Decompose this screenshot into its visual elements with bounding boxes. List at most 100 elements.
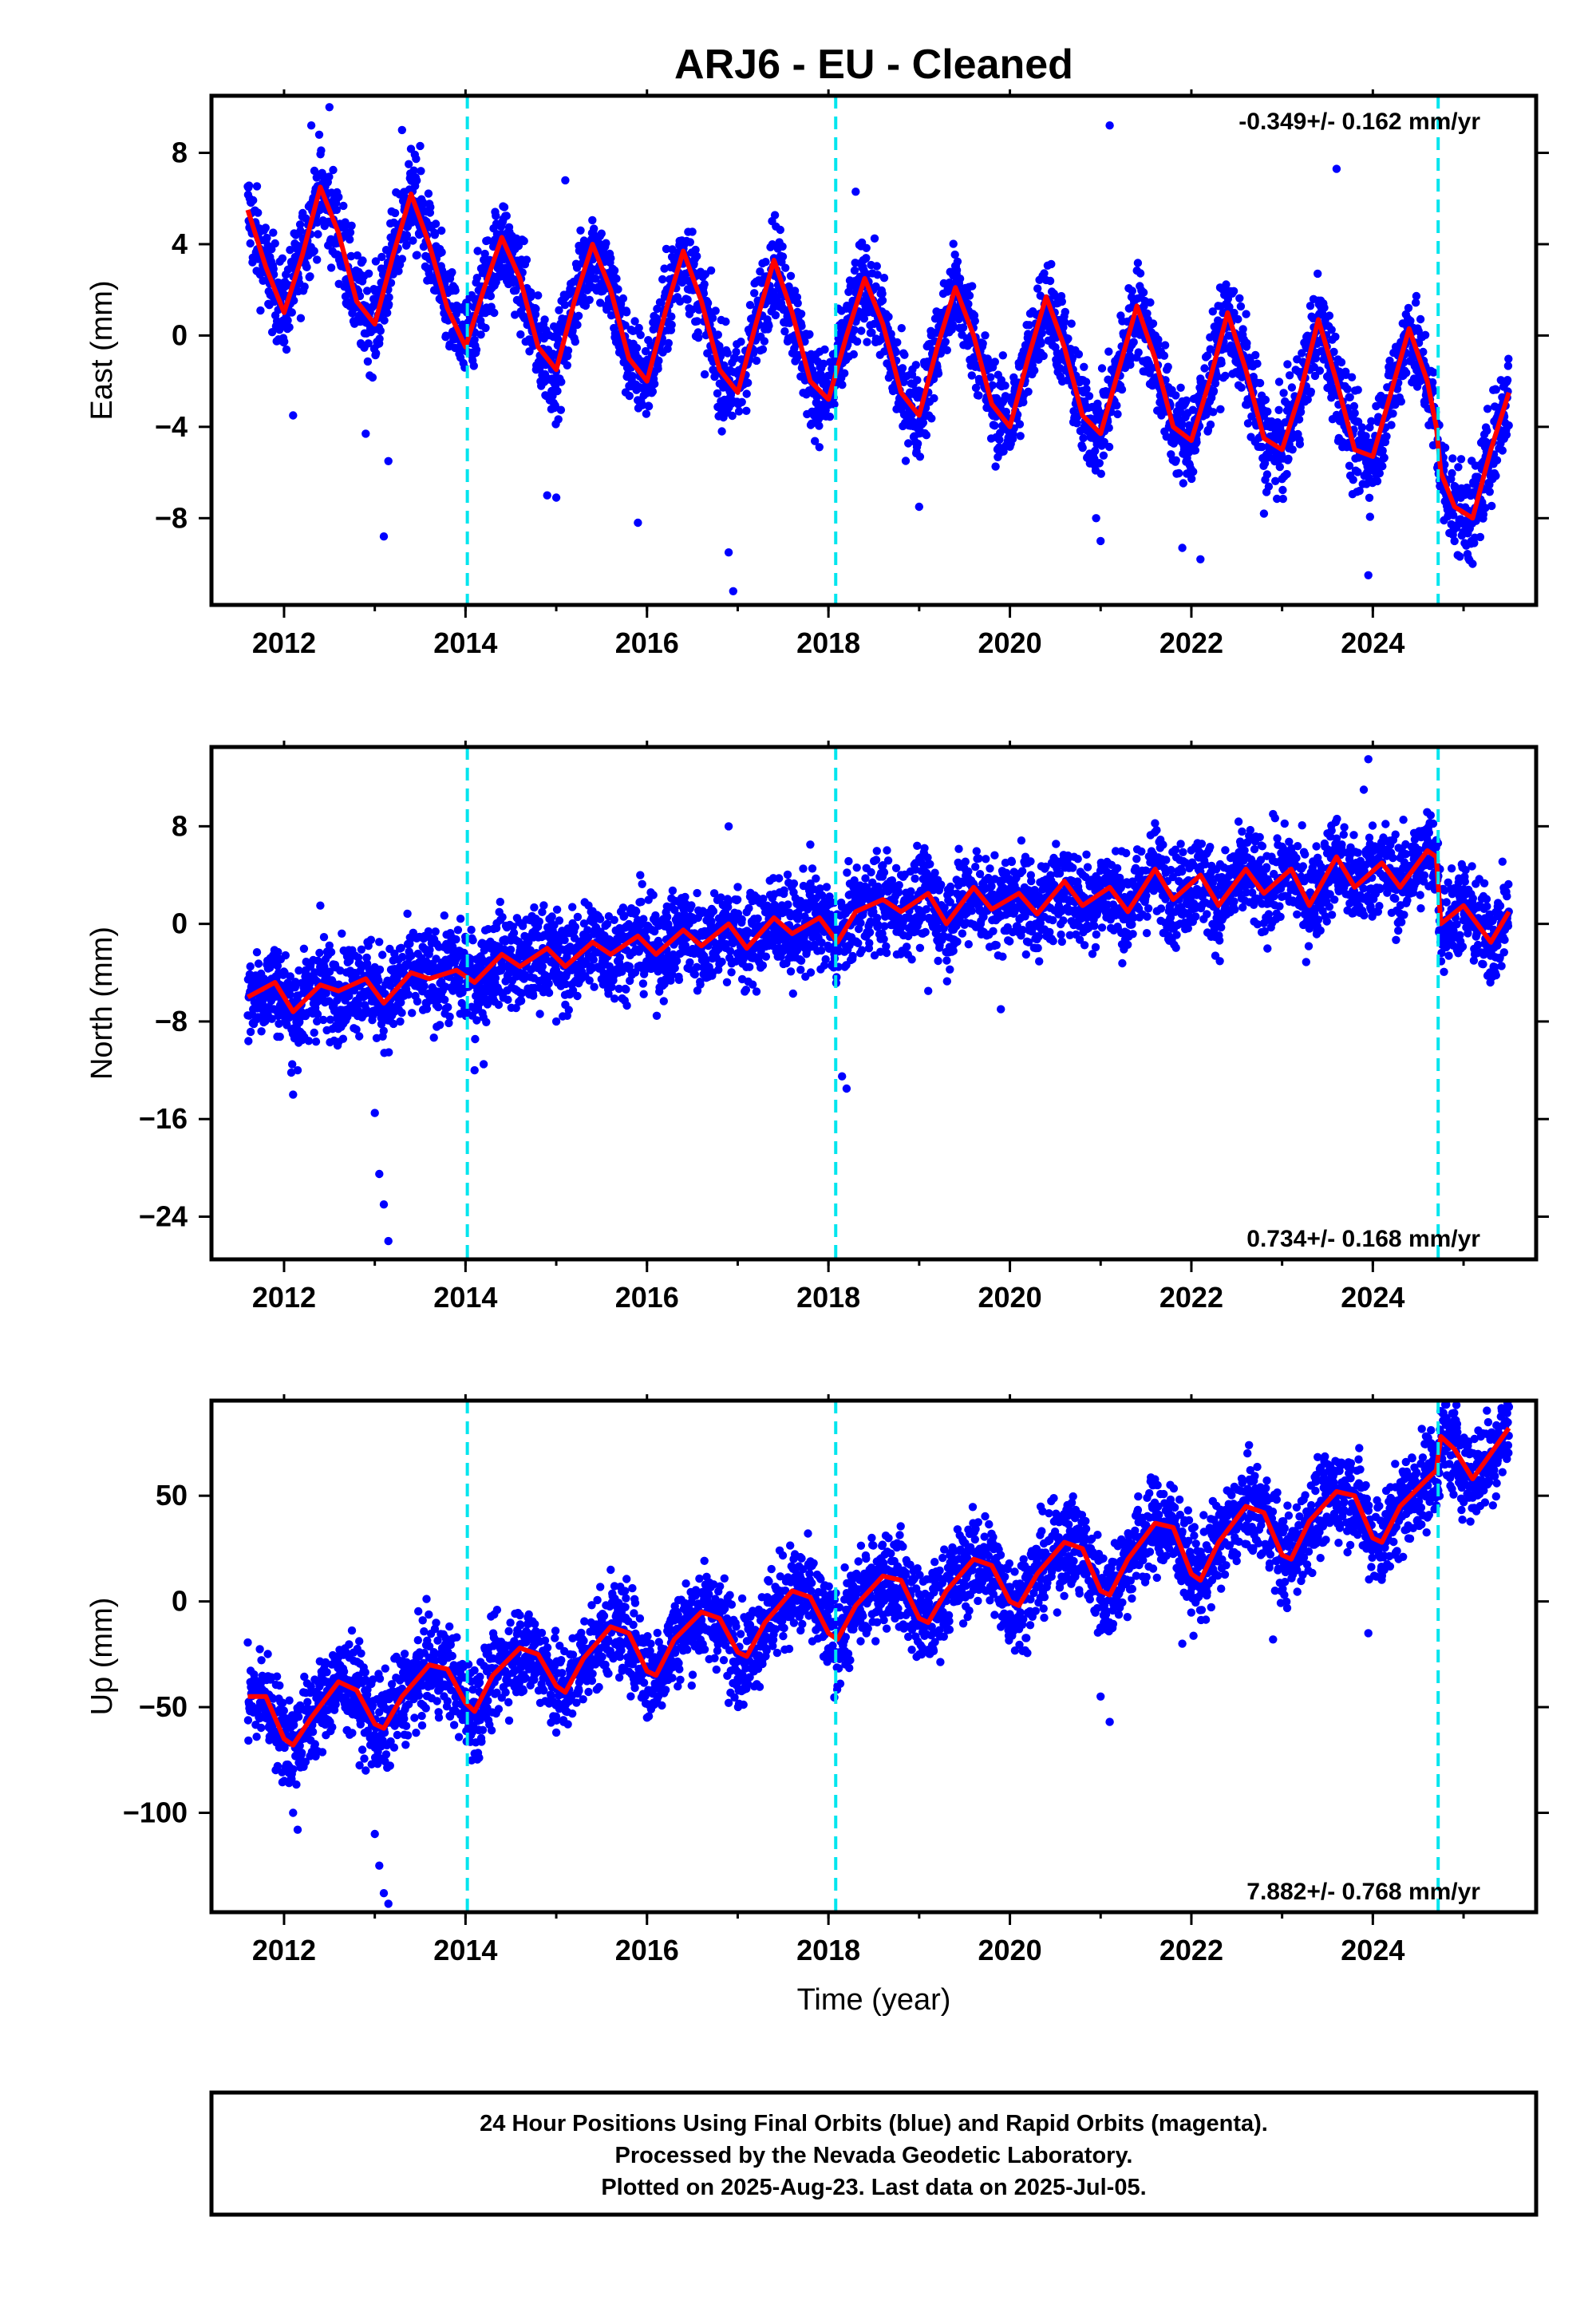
data-point bbox=[632, 343, 642, 353]
data-point bbox=[958, 323, 968, 332]
data-point bbox=[317, 146, 326, 155]
data-point bbox=[481, 323, 490, 333]
data-point bbox=[1483, 405, 1492, 413]
data-point bbox=[820, 345, 829, 354]
data-point bbox=[372, 349, 381, 358]
outlier-point bbox=[561, 176, 570, 185]
outlier-point bbox=[379, 532, 389, 541]
data-point bbox=[597, 229, 606, 238]
data-point bbox=[1382, 432, 1391, 441]
data-point bbox=[1275, 462, 1285, 472]
data-point bbox=[444, 1002, 452, 1012]
data-point bbox=[1279, 389, 1288, 397]
data-point bbox=[918, 418, 928, 427]
outlier-point bbox=[306, 121, 316, 130]
outlier-point bbox=[361, 429, 370, 438]
data-point bbox=[706, 266, 716, 275]
data-point bbox=[693, 317, 701, 326]
data-point bbox=[1078, 443, 1087, 453]
data-point bbox=[1380, 453, 1389, 462]
data-point bbox=[1251, 350, 1260, 360]
data-point bbox=[742, 389, 751, 398]
data-point bbox=[1139, 288, 1148, 297]
y-tick-label: −8 bbox=[155, 501, 188, 534]
data-point bbox=[1234, 314, 1242, 324]
data-point bbox=[720, 361, 729, 370]
data-point bbox=[1387, 421, 1396, 429]
data-point bbox=[1343, 385, 1352, 393]
data-point bbox=[1104, 347, 1113, 356]
data-point bbox=[257, 1027, 266, 1036]
data-point bbox=[849, 350, 859, 359]
data-point bbox=[326, 947, 336, 957]
data-point bbox=[472, 274, 481, 283]
data-point bbox=[1037, 339, 1045, 348]
y-tick-label: 0 bbox=[172, 318, 188, 351]
data-point bbox=[378, 951, 387, 959]
data-point bbox=[638, 401, 647, 409]
data-point bbox=[540, 315, 549, 324]
data-point bbox=[332, 205, 342, 215]
data-point bbox=[688, 227, 697, 236]
data-point bbox=[1404, 303, 1413, 313]
data-point bbox=[1047, 259, 1056, 269]
data-point bbox=[1261, 395, 1270, 405]
data-point bbox=[1163, 362, 1172, 371]
data-point bbox=[1263, 407, 1272, 416]
data-point bbox=[1365, 512, 1375, 521]
data-point bbox=[878, 289, 887, 298]
data-point bbox=[338, 929, 346, 939]
outlier-point bbox=[1196, 555, 1205, 563]
data-point bbox=[1349, 476, 1357, 484]
data-point bbox=[375, 938, 384, 947]
data-point bbox=[1064, 334, 1073, 343]
data-point bbox=[409, 166, 418, 175]
data-point bbox=[612, 275, 621, 283]
data-point bbox=[363, 357, 373, 366]
data-point bbox=[300, 283, 309, 291]
data-point bbox=[840, 369, 849, 377]
data-point bbox=[863, 338, 871, 346]
data-point bbox=[771, 310, 780, 320]
data-point bbox=[530, 903, 539, 912]
data-point bbox=[596, 298, 605, 307]
data-point bbox=[482, 1018, 491, 1027]
data-point bbox=[436, 1021, 444, 1030]
data-point bbox=[557, 377, 566, 386]
outlier-point bbox=[1332, 164, 1341, 173]
data-point bbox=[1236, 302, 1246, 311]
data-point bbox=[1242, 310, 1250, 318]
data-point bbox=[385, 300, 393, 309]
data-point bbox=[1039, 351, 1048, 361]
plot-area-east bbox=[243, 103, 1513, 595]
data-point bbox=[1284, 454, 1293, 464]
data-point bbox=[1314, 269, 1322, 279]
data-point bbox=[263, 233, 271, 243]
data-point bbox=[287, 308, 296, 317]
data-point bbox=[1373, 476, 1382, 486]
data-point bbox=[901, 456, 911, 465]
outlier-point bbox=[289, 411, 298, 420]
data-point bbox=[667, 320, 676, 330]
data-point bbox=[492, 211, 500, 220]
data-point bbox=[429, 1034, 438, 1042]
data-point bbox=[490, 308, 499, 318]
data-point bbox=[778, 242, 787, 251]
data-point bbox=[786, 271, 796, 280]
data-point bbox=[498, 913, 507, 922]
data-point bbox=[402, 240, 411, 249]
data-point bbox=[405, 160, 413, 168]
data-point bbox=[290, 296, 298, 305]
data-point bbox=[1079, 433, 1088, 443]
data-point bbox=[424, 189, 433, 198]
data-point bbox=[467, 925, 476, 935]
data-point bbox=[1283, 360, 1292, 369]
data-point bbox=[314, 230, 322, 239]
data-point bbox=[744, 378, 753, 387]
x-tick-label: 2022 bbox=[1159, 626, 1223, 659]
data-point bbox=[1412, 291, 1421, 301]
data-point bbox=[413, 251, 421, 259]
data-point bbox=[900, 350, 909, 359]
data-point bbox=[516, 996, 526, 1006]
data-point bbox=[778, 252, 788, 261]
